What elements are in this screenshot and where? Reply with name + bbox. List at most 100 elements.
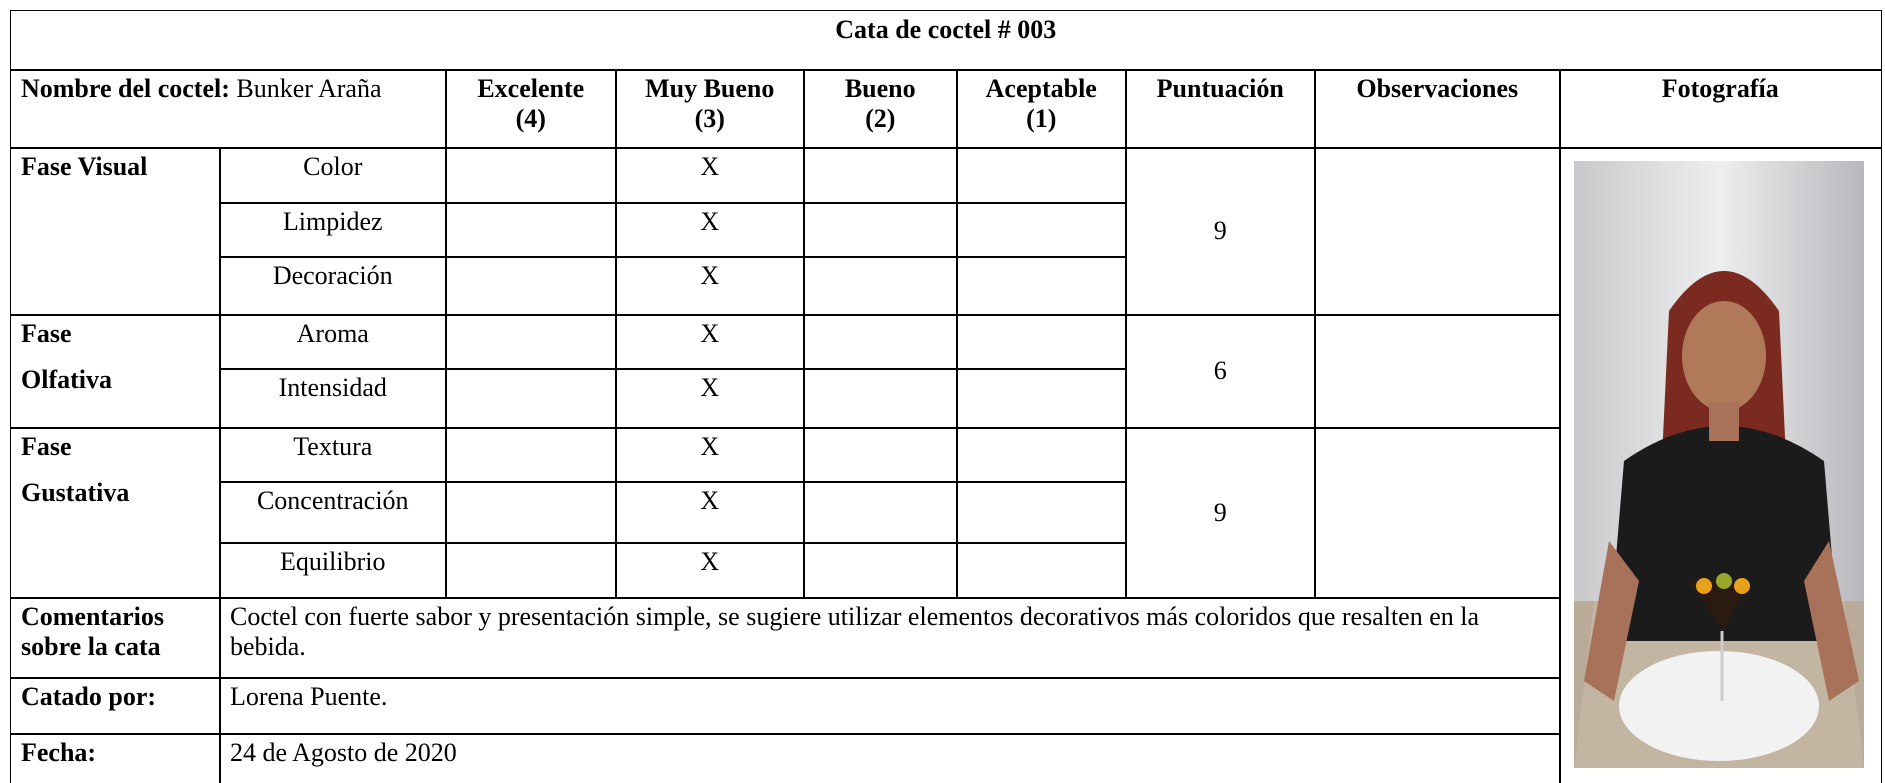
phase-score: 6 [1125, 314, 1316, 429]
rating-label: Bueno [844, 74, 916, 103]
mark-cell [803, 481, 958, 544]
comments-label: Comentarios sobre la cata [10, 597, 221, 679]
photo-cell [1559, 147, 1882, 783]
phase-score: 9 [1125, 147, 1316, 316]
mark-cell [803, 542, 958, 599]
mark-cell [803, 368, 958, 429]
mark-cell: X [615, 256, 805, 316]
mark-cell [445, 202, 617, 258]
phase-name: Fase Gustativa [10, 427, 221, 599]
phase-score: 9 [1213, 497, 1227, 527]
criterion-name: Equilibrio [280, 547, 386, 576]
mark: X [700, 547, 720, 576]
mark-cell [956, 368, 1127, 429]
mark-cell [956, 314, 1127, 370]
name-label: Nombre del coctel: [21, 74, 230, 103]
mark: X [700, 207, 720, 236]
date-label: Fecha: [21, 738, 97, 767]
comments-text: Coctel con fuerte sabor y presentación s… [230, 602, 1480, 661]
mark-cell [956, 147, 1127, 204]
phase-name: Fase Olfativa [10, 314, 221, 429]
criterion: Textura [219, 427, 447, 483]
mark: X [700, 373, 720, 402]
mark-cell: X [615, 314, 805, 370]
observations-cell [1314, 427, 1561, 599]
mark-cell [803, 147, 958, 204]
criterion: Limpidez [219, 202, 447, 258]
criterion-name: Color [303, 152, 363, 181]
criterion-name: Concentración [256, 486, 409, 515]
phase-score: 9 [1125, 427, 1316, 599]
observations-cell [1314, 147, 1561, 316]
name-cell: Nombre del coctel: Bunker Araña [10, 69, 447, 149]
criterion-name: Limpidez [282, 207, 383, 236]
mark-cell [445, 481, 617, 544]
mark-cell [956, 481, 1127, 544]
date-label: Fecha: [10, 733, 221, 783]
observations-cell [1314, 314, 1561, 429]
mark-cell [445, 314, 617, 370]
rating-header: Bueno (2) [803, 69, 958, 149]
criterion-name: Decoración [272, 261, 393, 290]
mark-cell [803, 427, 958, 483]
phase-name-line: Fase [21, 432, 72, 461]
title: Cata de coctel # 003 [835, 15, 1057, 44]
rating-score: (2) [865, 104, 896, 133]
photo-header: Fotografía [1559, 69, 1882, 149]
photo [1574, 161, 1864, 768]
phase-score: 9 [1213, 216, 1227, 246]
phase-name-line: Fase [21, 319, 72, 348]
phase-name-line: Fase Visual [21, 152, 148, 181]
criterion: Concentración [219, 481, 447, 544]
mark: X [700, 432, 720, 461]
date-value: 24 de Agosto de 2020 [230, 738, 457, 767]
mark-cell [803, 202, 958, 258]
mark-cell: X [615, 542, 805, 599]
mark: X [700, 152, 720, 181]
rating-header: Muy Bueno (3) [615, 69, 805, 149]
mark-cell [445, 368, 617, 429]
mark-cell [445, 256, 617, 316]
mark-cell: X [615, 147, 805, 204]
criterion-name: Textura [293, 432, 373, 461]
mark-cell [956, 427, 1127, 483]
mark-cell [445, 427, 617, 483]
title-cell: Cata de coctel # 003 [10, 10, 1882, 71]
observations-header: Observaciones [1356, 74, 1519, 103]
mark: X [700, 486, 720, 515]
rating-score: (3) [694, 104, 725, 133]
mark: X [700, 319, 720, 348]
mark-cell [803, 256, 958, 316]
criterion-name: Aroma [296, 319, 369, 348]
score-header: Puntuación [1156, 74, 1284, 103]
rating-label: Muy Bueno [645, 74, 775, 103]
criterion: Intensidad [219, 368, 447, 429]
criterion: Equilibrio [219, 542, 447, 599]
name-value: Bunker Araña [236, 74, 382, 103]
taster-value: Lorena Puente. [219, 677, 1561, 735]
taster-value: Lorena Puente. [230, 682, 388, 711]
photo-header: Fotografía [1661, 74, 1779, 103]
rating-header: Excelente (4) [445, 69, 617, 149]
rating-score: (4) [515, 104, 546, 133]
mark-cell: X [615, 427, 805, 483]
mark-cell: X [615, 481, 805, 544]
mark-cell [803, 314, 958, 370]
criterion: Color [219, 147, 447, 204]
observations-header: Observaciones [1314, 69, 1561, 149]
phase-name-line: Gustativa [21, 478, 130, 507]
rating-score: (1) [1026, 104, 1057, 133]
mark-cell: X [615, 368, 805, 429]
mark-cell [956, 202, 1127, 258]
criterion: Aroma [219, 314, 447, 370]
score-header: Puntuación [1125, 69, 1316, 149]
rating-label: Aceptable [985, 74, 1097, 103]
mark-cell [445, 542, 617, 599]
date-value: 24 de Agosto de 2020 [219, 733, 1561, 783]
phase-name-line: Olfativa [21, 365, 112, 394]
rating-label: Excelente [477, 74, 585, 103]
taster-label: Catado por: [21, 682, 157, 711]
mark-cell [956, 542, 1127, 599]
taster-label: Catado por: [10, 677, 221, 735]
rating-header: Aceptable (1) [956, 69, 1127, 149]
